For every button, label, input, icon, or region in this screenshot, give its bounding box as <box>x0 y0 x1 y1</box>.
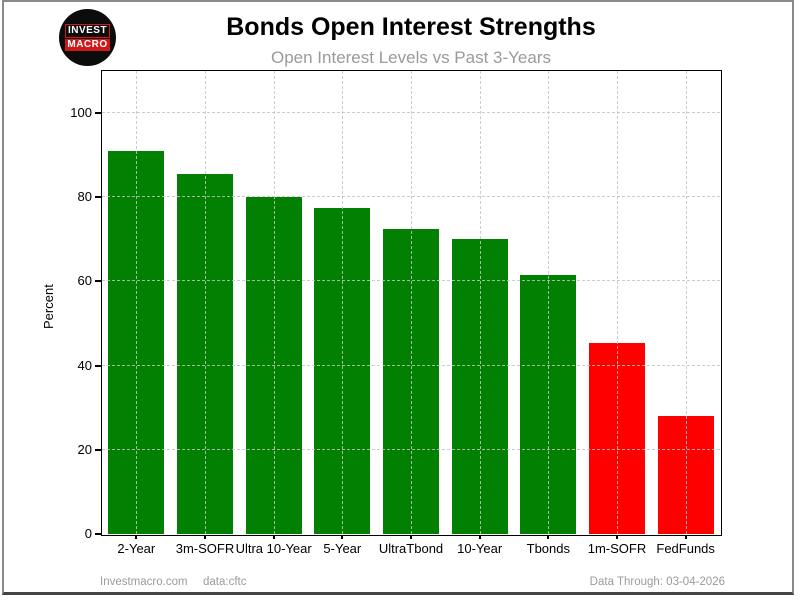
y-tick-mark <box>95 533 102 535</box>
chart-subtitle: Open Interest Levels vs Past 3-Years <box>270 48 552 67</box>
x-tick-mark <box>272 535 275 539</box>
logo-macro-text: MACRO <box>65 39 110 51</box>
footer-data-source-text: data:cftc <box>203 576 247 588</box>
y-tick-label: 60 <box>77 273 92 289</box>
footer-data-through-text: Data Through: 03-04-2026 <box>589 576 725 588</box>
x-tick-mark <box>204 535 206 539</box>
x-tick-mark <box>616 535 618 539</box>
vertical-gridline <box>617 71 618 534</box>
vertical-gridline <box>411 71 412 534</box>
y-tick-mark <box>95 364 102 367</box>
vertical-gridline <box>548 71 550 534</box>
y-tick-label: 80 <box>77 189 92 205</box>
y-tick-mark <box>95 196 102 199</box>
plot-area <box>102 71 720 534</box>
y-tick-mark <box>95 112 102 115</box>
vertical-gridline <box>342 71 344 534</box>
x-tick-mark <box>135 535 138 539</box>
vertical-gridline <box>273 71 275 534</box>
vertical-gridline <box>205 71 206 534</box>
x-tick-label-ultra-10-year: Ultra 10-Year <box>235 541 312 556</box>
y-tick-label: 0 <box>84 526 92 541</box>
vertical-gridline <box>136 71 138 534</box>
footer-site-text: Investmacro.com <box>100 576 188 588</box>
x-tick-label-tbonds: Tbonds <box>526 541 571 556</box>
x-tick-label-1m-sofr: 1m-SOFR <box>587 541 647 556</box>
y-tick-mark <box>95 280 102 283</box>
x-tick-mark <box>341 535 344 539</box>
vertical-gridline <box>479 71 481 534</box>
y-tick-label: 20 <box>77 441 92 457</box>
x-tick-mark <box>684 535 687 539</box>
investmacro-logo-icon: INVEST MACRO <box>59 9 116 66</box>
x-tick-label-ultratbond: UltraTbond <box>378 541 444 556</box>
x-tick-mark <box>547 535 550 539</box>
x-tick-mark <box>478 535 481 539</box>
y-tick-label: 40 <box>77 357 92 373</box>
x-tick-label-10-year: 10-Year <box>457 541 503 556</box>
chart-title: Bonds Open Interest Strengths <box>226 13 596 41</box>
x-tick-label-fedfunds: FedFunds <box>656 541 715 556</box>
x-tick-label-2-year: 2-Year <box>117 541 156 556</box>
logo-invest-text: INVEST <box>64 24 111 38</box>
vertical-gridline <box>685 71 687 534</box>
x-tick-mark <box>410 535 412 539</box>
x-tick-label-3m-sofr: 3m-SOFR <box>175 541 235 556</box>
y-tick-mark <box>95 448 102 451</box>
x-tick-label-5-year: 5-Year <box>323 541 362 556</box>
y-tick-label: 100 <box>70 105 92 121</box>
